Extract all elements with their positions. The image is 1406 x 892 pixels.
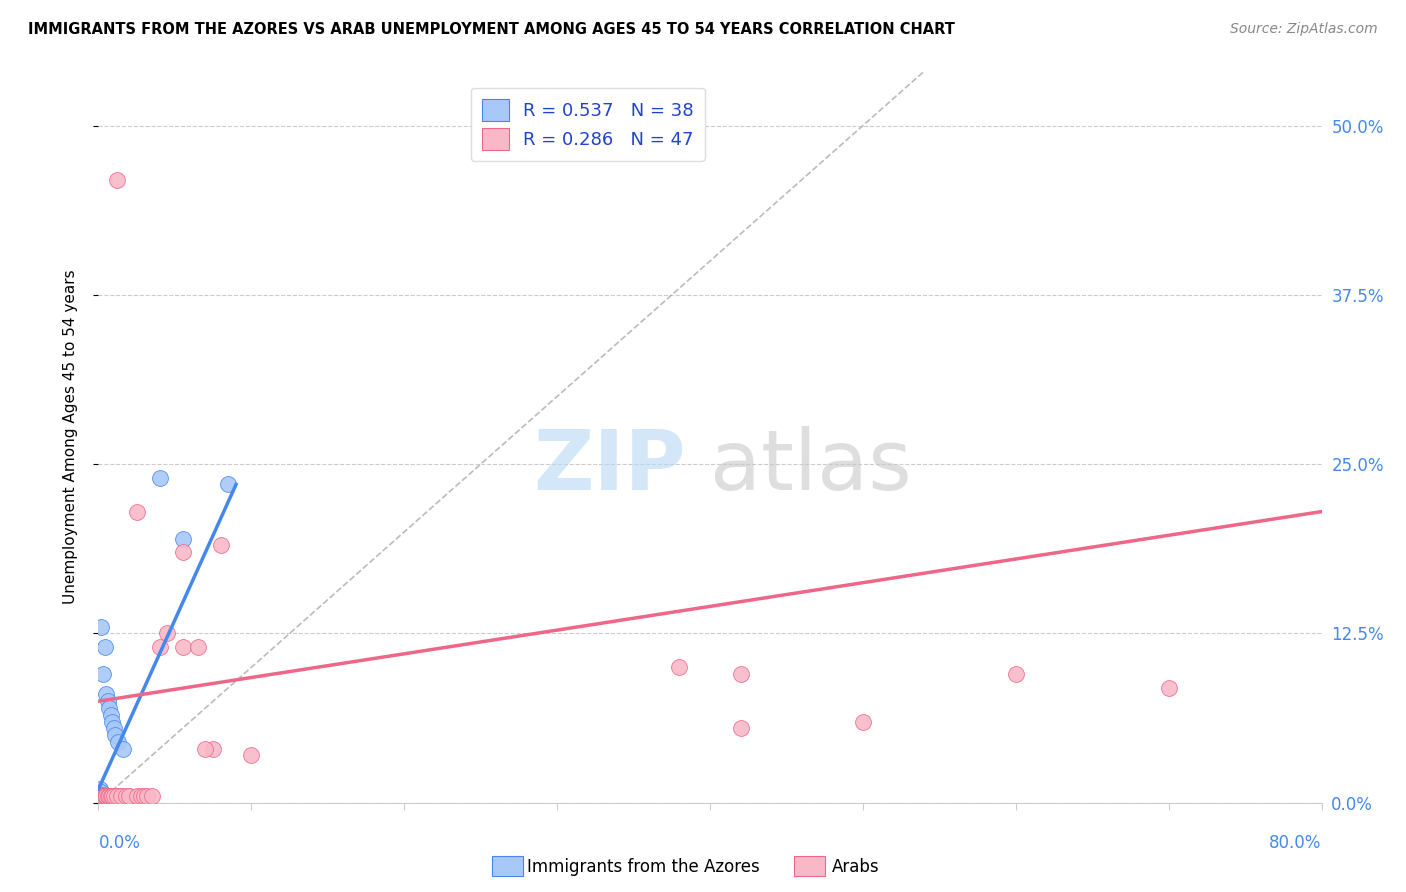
Point — [730, 667, 752, 681]
Point — [91, 796, 114, 810]
Point — [90, 789, 112, 803]
Point — [172, 640, 194, 654]
Point — [172, 545, 194, 559]
Point — [91, 788, 114, 802]
Point — [209, 538, 232, 552]
Y-axis label: Unemployment Among Ages 45 to 54 years: Unemployment Among Ages 45 to 54 years — [63, 269, 77, 605]
Point — [103, 721, 125, 735]
Point — [105, 789, 128, 803]
Point — [110, 796, 132, 810]
Point — [240, 748, 263, 763]
Point — [98, 701, 121, 715]
Point — [94, 793, 117, 807]
Point — [94, 789, 117, 803]
Point — [156, 626, 179, 640]
Point — [98, 789, 121, 803]
Point — [97, 793, 120, 807]
Text: atlas: atlas — [710, 425, 911, 507]
Point — [101, 714, 124, 729]
Point — [668, 660, 690, 674]
Point — [100, 793, 122, 807]
Text: 0.0%: 0.0% — [98, 834, 141, 852]
Text: ZIP: ZIP — [533, 425, 686, 507]
Point — [91, 667, 114, 681]
Point — [149, 471, 172, 485]
Point — [100, 789, 122, 803]
Point — [125, 789, 148, 803]
Point — [100, 796, 122, 810]
Text: Source: ZipAtlas.com: Source: ZipAtlas.com — [1230, 22, 1378, 37]
Point — [90, 796, 112, 810]
Point — [89, 796, 111, 810]
Point — [98, 796, 121, 810]
Point — [103, 789, 125, 803]
Text: Arabs: Arabs — [832, 858, 880, 876]
Point — [97, 694, 120, 708]
Point — [93, 640, 115, 654]
Point — [1004, 667, 1026, 681]
Point — [104, 728, 127, 742]
Point — [101, 796, 124, 810]
Point — [89, 782, 111, 797]
Point — [118, 789, 141, 803]
Point — [115, 796, 138, 810]
Point — [105, 172, 128, 186]
Point — [97, 789, 120, 803]
Point — [852, 714, 875, 729]
Point — [89, 793, 111, 807]
Point — [94, 688, 117, 702]
Point — [93, 789, 115, 803]
Point — [730, 721, 752, 735]
Point — [101, 789, 124, 803]
Point — [134, 789, 156, 803]
Point — [93, 789, 115, 803]
Point — [90, 793, 112, 807]
Point — [103, 796, 125, 810]
Point — [100, 796, 122, 810]
Point — [93, 793, 115, 807]
Point — [1157, 681, 1180, 695]
Point — [97, 796, 120, 810]
Point — [194, 741, 217, 756]
Point — [91, 789, 114, 803]
Point — [97, 794, 120, 808]
Point — [129, 789, 152, 803]
Point — [93, 791, 115, 805]
Point — [110, 789, 132, 803]
Point — [202, 741, 225, 756]
Point — [90, 620, 112, 634]
Point — [90, 785, 112, 799]
Point — [115, 789, 138, 803]
Point — [187, 640, 209, 654]
Point — [141, 789, 163, 803]
Point — [91, 793, 114, 807]
Point — [118, 789, 141, 803]
Point — [105, 789, 128, 803]
Point — [172, 532, 194, 546]
Legend: R = 0.537   N = 38, R = 0.286   N = 47: R = 0.537 N = 38, R = 0.286 N = 47 — [471, 87, 704, 161]
Point — [98, 793, 121, 807]
Point — [98, 796, 121, 810]
Text: Immigrants from the Azores: Immigrants from the Azores — [527, 858, 761, 876]
Text: 80.0%: 80.0% — [1270, 834, 1322, 852]
Point — [111, 741, 134, 756]
Point — [94, 796, 117, 810]
Point — [110, 789, 132, 803]
Point — [107, 735, 129, 749]
Point — [125, 505, 148, 519]
Point — [105, 796, 128, 810]
Point — [91, 789, 114, 803]
Point — [136, 789, 159, 803]
Point — [149, 640, 172, 654]
Point — [100, 707, 122, 722]
Point — [94, 793, 117, 807]
Point — [93, 796, 115, 810]
Point — [89, 789, 111, 803]
Text: IMMIGRANTS FROM THE AZORES VS ARAB UNEMPLOYMENT AMONG AGES 45 TO 54 YEARS CORREL: IMMIGRANTS FROM THE AZORES VS ARAB UNEMP… — [28, 22, 955, 37]
Point — [217, 477, 239, 491]
